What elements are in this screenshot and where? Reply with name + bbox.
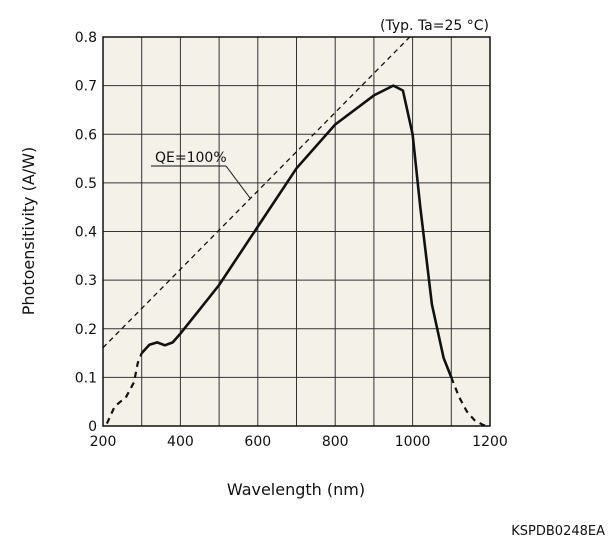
- y-tick-labels: 0 0.1 0.2 0.3 0.4 0.5 0.6 0.7 0.8: [75, 30, 97, 435]
- photosensitivity-curve-segment-0: [105, 352, 143, 425]
- y-tick-label: 0.1: [75, 370, 97, 386]
- qe-annotation-label: QE=100%: [155, 150, 227, 166]
- y-tick-label: 0.7: [75, 79, 97, 95]
- grid-lines: [103, 37, 490, 426]
- condition-note: (Typ. Ta=25 °C): [380, 18, 489, 34]
- y-tick-label: 0.6: [75, 127, 97, 143]
- y-tick-label: 0.4: [75, 225, 97, 241]
- qe-annotation-leader: [225, 165, 251, 199]
- x-tick-label: 1200: [472, 434, 508, 450]
- y-tick-label: 0: [88, 419, 97, 435]
- y-tick-label: 0.2: [75, 322, 97, 338]
- photosensitivity-curve-segment-1: [140, 84, 453, 378]
- plot-frame: [102, 36, 491, 427]
- x-tick-label: 200: [90, 434, 117, 450]
- x-tick-label: 800: [322, 434, 349, 450]
- y-tick-label: 0.3: [75, 273, 97, 289]
- qe-100-reference-line: [103, 37, 411, 349]
- x-tick-labels: 200 400 600 800 1000 1200: [90, 434, 508, 450]
- figure-code: KSPDB0248EA: [511, 524, 605, 539]
- y-axis-label: Photoensitivity (A/W): [19, 147, 38, 316]
- y-tick-label: 0.5: [75, 176, 97, 192]
- y-tick-label: 0.8: [75, 30, 97, 46]
- photosensitivity-curve-segment-2: [450, 376, 487, 426]
- x-tick-label: 600: [244, 434, 271, 450]
- series-layer: [103, 37, 487, 426]
- x-tick-label: 400: [167, 434, 194, 450]
- x-axis-label: Wavelength (nm): [227, 480, 365, 499]
- x-tick-label: 1000: [395, 434, 431, 450]
